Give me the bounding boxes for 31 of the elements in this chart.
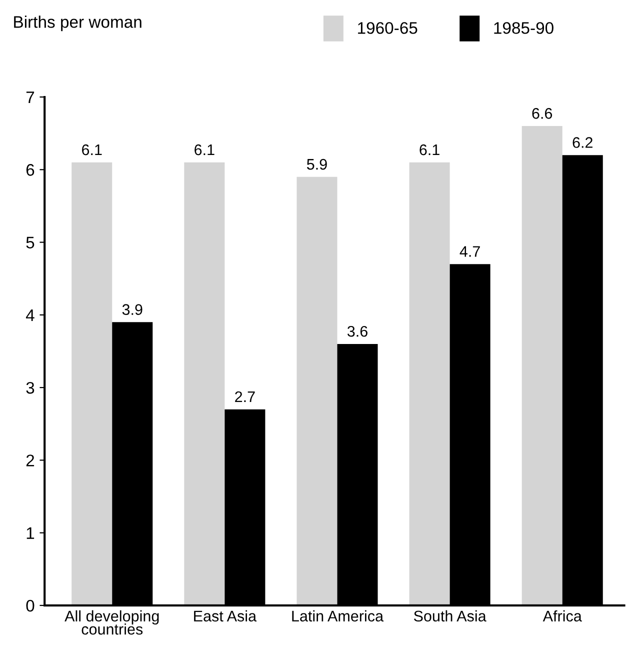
y-tick-label: 6 — [26, 164, 34, 176]
data-label: 2.7 — [235, 391, 255, 402]
y-tick-label: 7 — [26, 92, 34, 104]
x-tick-label: Latin America — [292, 610, 384, 622]
bar — [72, 162, 112, 606]
data-label: 6.1 — [82, 144, 102, 156]
x-tick-label: East Asia — [194, 610, 257, 622]
data-label: 6.1 — [194, 144, 214, 156]
data-label: 6.6 — [532, 108, 552, 119]
y-tick-label: 0 — [26, 600, 34, 612]
x-tick-label: All developing countries — [64, 610, 159, 635]
x-tick-label: Africa — [542, 610, 582, 622]
data-label: 5.9 — [306, 158, 327, 170]
y-tick-label: 3 — [26, 382, 34, 394]
bar — [184, 162, 225, 606]
data-label: 6.1 — [420, 144, 440, 156]
legend-label: 1960-65 — [358, 22, 418, 34]
bar — [522, 126, 562, 606]
y-axis-title: Births per woman — [14, 16, 142, 32]
x-tick-label: South Asia — [414, 610, 486, 622]
y-tick-label: 2 — [26, 454, 34, 466]
y-tick-label: 5 — [26, 236, 34, 248]
y-tick-label: 4 — [26, 309, 34, 321]
bar — [296, 176, 338, 606]
bar — [409, 162, 450, 606]
legend-label: 1985-90 — [494, 22, 554, 34]
data-label: 3.9 — [122, 304, 142, 315]
data-label: 4.7 — [460, 246, 480, 257]
data-label: 6.2 — [572, 137, 592, 148]
data-label: 3.6 — [347, 326, 368, 337]
y-tick-label: 1 — [26, 527, 34, 539]
